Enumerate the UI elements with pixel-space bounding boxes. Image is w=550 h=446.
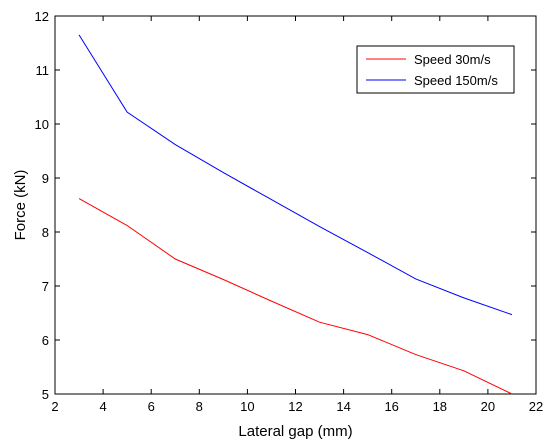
x-tick-label: 12 [288,399,302,414]
axis-ticks: 2 4 6 8 10 12 14 16 18 20 22 5 6 7 8 9 10 11 12 [35,9,544,414]
y-tick-label: 7 [42,279,49,294]
x-tick-label: 4 [99,399,106,414]
series-layer [78,34,513,395]
y-tick-label: 5 [42,387,49,402]
legend: Speed 30m/s Speed 150m/s [356,45,515,94]
x-tick-label: 6 [148,399,155,414]
x-tick-label: 2 [51,399,58,414]
series-line-speed-150m-s [78,34,513,316]
x-tick-label: 10 [240,399,254,414]
y-tick-label: 9 [42,171,49,186]
legend-label-speed-30: Speed 30m/s [414,52,491,67]
x-tick-label: 16 [384,399,398,414]
legend-label-speed-150: Speed 150m/s [414,73,498,88]
x-axis-label: Lateral gap (mm) [238,423,352,440]
y-axis-label: Force (kN) [12,170,29,241]
y-tick-label: 12 [35,9,49,24]
y-tick-label: 10 [35,117,49,132]
series-line-speed-30m-s [78,198,513,395]
y-tick-label: 11 [36,63,50,78]
x-tick-label: 18 [433,399,447,414]
y-tick-label: 6 [42,333,49,348]
x-tick-label: 8 [196,399,203,414]
x-tick-label: 14 [336,399,350,414]
x-tick-label: 20 [481,399,495,414]
x-tick-label: 22 [529,399,543,414]
y-tick-label: 8 [42,225,49,240]
legend-box [356,45,515,94]
